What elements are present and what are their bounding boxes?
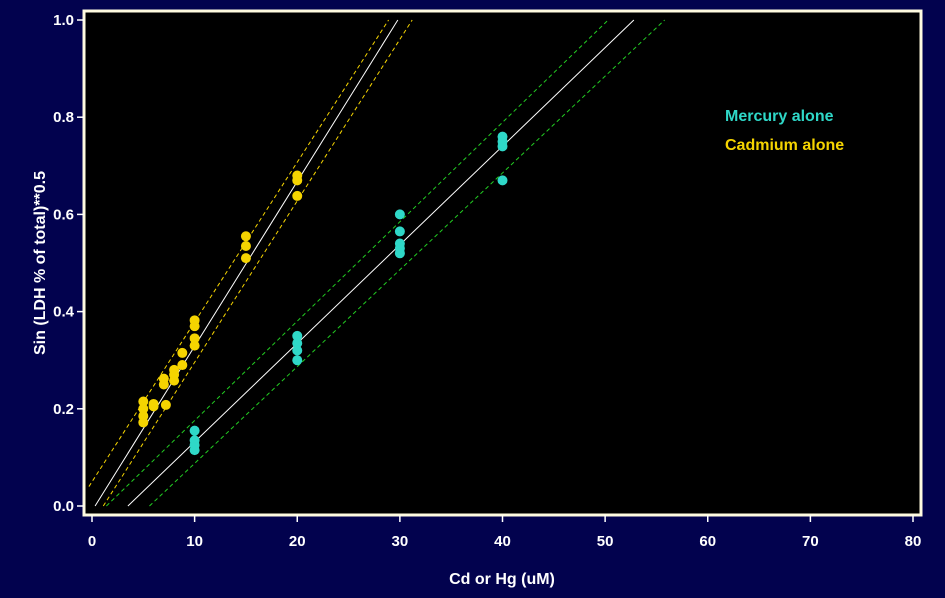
cadmium-point: [240, 253, 251, 264]
cadmium-point: [177, 360, 188, 371]
cadmium-point: [138, 403, 149, 414]
data-points: [138, 131, 508, 456]
mercury-point: [497, 175, 508, 186]
cadmium-point: [160, 399, 171, 410]
x-tick-label: 70: [802, 533, 819, 550]
mercury-point: [394, 226, 405, 237]
cadmium-point: [138, 417, 149, 428]
x-tick-label: 30: [392, 533, 409, 550]
cadmium-point: [240, 240, 251, 251]
y-axis-title: Sin (LDH % of total)**0.5: [32, 171, 49, 355]
plot-area: [82, 9, 923, 517]
cadmium-point: [189, 340, 200, 351]
mercury-point: [497, 141, 508, 152]
x-tick-label: 40: [494, 533, 511, 550]
cadmium-point: [177, 347, 188, 358]
cadmium-point: [292, 175, 303, 186]
y-tick-label: 0.0: [53, 498, 74, 515]
y-tick-label: 0.2: [53, 401, 74, 418]
y-tick-label: 1.0: [53, 12, 74, 29]
y-tick-label: 0.8: [53, 109, 74, 126]
y-tick-label: 0.4: [53, 304, 75, 321]
mercury-point: [292, 345, 303, 356]
mercury-point: [189, 425, 200, 436]
cadmium-ci-lower-line: [102, 19, 413, 507]
x-tick-label: 50: [597, 533, 614, 550]
cadmium-point: [240, 231, 251, 242]
cadmium-point: [158, 379, 169, 390]
mercury-point: [189, 445, 200, 456]
mercury-point: [292, 330, 303, 341]
legend-entry-cadmium: Cadmium alone: [725, 137, 844, 154]
cadmium-point: [148, 401, 159, 412]
mercury-point: [292, 355, 303, 366]
legend-entry-mercury: Mercury alone: [725, 108, 834, 125]
cadmium-point: [169, 375, 180, 386]
cadmium-point: [138, 396, 149, 407]
mercury-point: [394, 209, 405, 220]
mercury-point: [394, 248, 405, 259]
mercury-point: [292, 338, 303, 349]
mercury-ci-lower-line: [149, 19, 665, 507]
x-tick-label: 0: [88, 533, 96, 550]
legend: Mercury alone Cadmium alone: [725, 108, 844, 154]
mercury-fit-line: [127, 19, 635, 507]
x-tick-label: 10: [186, 533, 203, 550]
x-tick-label: 20: [289, 533, 306, 550]
axis-ticks: 0 10 20 30 40 50 60 70 80 0.0 0.2 0.4 0.6 0.8 1.0: [53, 12, 921, 550]
x-tick-label: 60: [699, 533, 716, 550]
x-axis-title: Cd or Hg (uM): [449, 571, 555, 588]
cadmium-point: [189, 333, 200, 344]
cadmium-point: [292, 190, 303, 201]
cadmium-point: [189, 321, 200, 332]
x-tick-label: 80: [905, 533, 922, 550]
y-tick-label: 0.6: [53, 206, 74, 223]
mercury-ci-upper-line: [106, 19, 609, 507]
